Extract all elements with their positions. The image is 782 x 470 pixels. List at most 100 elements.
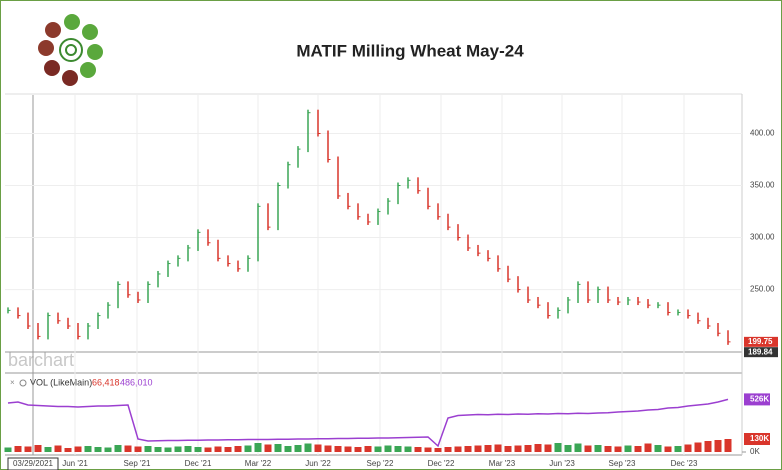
volume-bar [254,443,262,452]
price-marker-label: 189.84 [748,347,773,356]
volume-bar [194,447,202,452]
x-tick-label: Dec '23 [671,459,698,468]
x-tick-label: Sep '22 [367,459,394,468]
volume-bar [274,444,282,452]
volume-bar [644,443,652,452]
volume-bar [374,446,382,452]
volume-bar [304,443,312,452]
volume-bar [424,447,432,452]
legend-name: VOL (LikeMain) [30,377,92,387]
volume-bar [474,445,482,452]
volume-bar [24,446,32,452]
volume-bar [74,446,82,452]
volume-bar [684,444,692,452]
volume-bar [214,446,222,452]
y-tick-label: 350.00 [750,181,775,190]
y-tick-label: 0K [750,447,760,456]
axis-marker [744,433,770,445]
volume-bar [724,439,732,452]
volume-bar [534,444,542,452]
volume-bar [324,445,332,452]
volume-bar [384,445,392,452]
volume-bar [224,447,232,452]
volume-bar [34,445,42,452]
volume-bar [334,446,342,452]
volume-bar [284,446,292,452]
volume-bar [564,445,572,452]
x-tick-label: Jun '23 [549,459,575,468]
volume-bar [504,446,512,452]
volume-bar [624,445,632,452]
volume-bar [434,448,442,452]
volume-bar [174,446,182,452]
price-marker [744,347,778,358]
legend-value: 66,418 [92,377,120,387]
x-tick-label: Jun '22 [305,459,331,468]
volume-bar [294,445,302,452]
volume-bar [94,447,102,452]
volume-bar [664,446,672,452]
y-tick-label: 400.00 [750,129,775,138]
legend-value: 486,010 [120,377,153,387]
volume-bar [654,445,662,452]
chart-title: MATIF Milling Wheat May-24 [296,41,524,60]
axis-marker [744,393,770,406]
volume-bar [544,444,552,452]
eye-icon[interactable] [19,379,27,387]
volume-bar [134,446,142,452]
volume-bar [444,447,452,452]
volume-bar [314,444,322,452]
watermark: barchart [8,350,74,370]
volume-bar [634,446,642,452]
x-tick-label: Dec '22 [428,459,455,468]
volume-bar [614,446,622,452]
price-marker [744,336,778,347]
x-tick-label: Mar '23 [489,459,516,468]
x-tick-label: Sep '23 [609,459,636,468]
volume-bar [584,445,592,452]
volume-bar [264,444,272,452]
volume-bar [674,446,682,452]
y-tick-label: 250.00 [750,285,775,294]
volume-bar [394,446,402,452]
volume-bar [354,447,362,452]
volume-bar [164,447,172,452]
tick-label-box [7,457,59,470]
x-tick-label: Sep '21 [124,459,151,468]
volume-bar [64,448,72,452]
volume-bar [14,446,22,452]
volume-bar [344,446,352,452]
volume-bar [414,447,422,452]
volume-bar [704,441,712,452]
close-icon[interactable]: × [10,378,15,387]
volume-bar [144,446,152,452]
y-tick-label: 300.00 [750,233,775,242]
y-tick-label: 526K [750,395,769,404]
volume-bar [404,446,412,452]
x-tick-label: Jun '21 [62,459,88,468]
volume-bar [364,446,372,452]
volume-bar [604,446,612,452]
volume-bar [514,445,522,452]
volume-bar [574,443,582,452]
volume-bar [84,446,92,452]
x-tick-label: 03/29/2021 [13,459,54,468]
price-marker-label: 199.75 [748,337,773,346]
volume-bar [454,446,462,452]
logo [38,14,103,86]
x-tick-label: Mar '22 [245,459,272,468]
volume-bar [234,446,242,452]
volume-bar [694,442,702,452]
volume-bar [44,447,52,452]
volume-bar [714,440,722,452]
volume-bar [154,447,162,452]
open-interest-line [7,398,729,448]
volume-bar [524,445,532,452]
volume-bar [244,445,252,452]
volume-bar [494,444,502,452]
y-tick-label: 130K [750,434,769,443]
volume-bar [484,445,492,452]
x-tick-label: Dec '21 [185,459,212,468]
